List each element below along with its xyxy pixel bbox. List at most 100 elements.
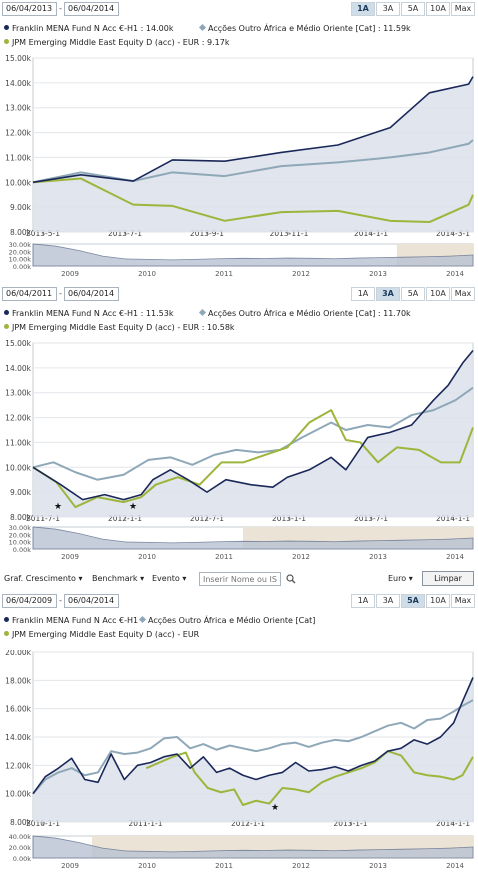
navigator-x-label: 2014 [446,270,464,278]
diamond-marker-icon [138,615,147,624]
currency-label: Euro [388,574,407,583]
navigator-area [32,526,474,550]
legend-item-franklin[interactable]: Franklin MENA Fund N Acc €-H1 [4,616,138,626]
legend-item-franklin[interactable]: Franklin MENA Fund N Acc €-H1 : 11.53k [4,309,173,319]
x-tick-label: 2014-1-1 [436,514,470,523]
x-tick-label: 2012-1-1 [108,514,142,523]
range-button-1a[interactable]: 1A [351,2,375,16]
navigator-y-label: 0.00k [13,546,31,554]
navigator-x-label: 2009 [61,270,79,278]
range-button-max[interactable]: Max [451,594,475,608]
start-date-input[interactable]: 06/04/2013 [2,2,57,16]
series-area-franklin [33,677,473,822]
chart-plot[interactable]: 8.00k 9.00k 10.00k 11.00k 12.00k 13.00k 14.00k… [0,337,478,571]
navigator-x-label: 2012 [292,553,310,561]
legend-item-jpm[interactable]: JPM Emerging Middle East Equity D (acc) … [4,38,229,48]
start-date-input[interactable]: 06/04/2009 [2,594,57,608]
navigator-y-label: 10.00k [9,256,32,264]
y-tick-label: 12.00k [5,414,31,423]
y-tick-label: 10.00k [5,790,31,799]
chart-plot[interactable]: 8.00k 10.00k 12.00k 14.00k 16.00k 18.00k 20.00… [0,650,478,880]
date-separator: - [59,4,62,13]
legend-item-category[interactable]: Acções Outro África e Médio Oriente [Cat… [198,23,411,34]
clear-button[interactable]: Limpar [422,571,474,586]
series-line-franklin [32,76,474,184]
navigator-x-label: 2010 [138,553,156,561]
series-line-franklin [32,677,474,795]
range-button-5a[interactable]: 5A [401,594,425,608]
series-line-franklin [32,349,474,501]
series-line-jpm [32,177,474,224]
navigator-y-label: 20.00k [9,248,32,256]
navigator-x-label: 2013 [369,270,387,278]
navigator-x-label: 2014 [446,553,464,561]
legend-item-category[interactable]: Acções Outro África e Médio Oriente [Cat… [138,615,315,626]
navigator-x-label: 2012 [292,270,310,278]
legend-item-category[interactable]: Acções Outro África e Médio Oriente [Cat… [198,308,411,319]
navigator-x-label: 2010 [138,862,156,870]
range-button-max[interactable]: Max [451,287,475,301]
event-dropdown[interactable]: Evento ▾ [152,574,186,583]
chart-panel-3y: 06/04/2011 - 06/04/2014 1A 3A 5A 10A Max… [0,285,478,571]
search-input[interactable] [199,572,281,586]
range-button-10a[interactable]: 10A [426,2,450,16]
chevron-down-icon: ▾ [140,574,145,583]
navigator-y-label: 30.00k [9,241,32,249]
x-tick-label: 2013-9-1 [190,229,224,238]
x-tick-label: 2013-7-1 [354,514,388,523]
range-button-3a[interactable]: 3A [376,594,400,608]
legend: Franklin MENA Fund N Acc €-H1 Acções Out… [0,615,478,642]
navigator-y-label: 20.00k [9,531,32,539]
navigator-area [32,835,474,859]
currency-dropdown[interactable]: Euro ▾ [388,574,413,583]
chart-plot[interactable]: 8.00k 9.00k 10.00k 11.00k 12.00k 13.00k 14.00k… [0,52,478,286]
range-button-3a[interactable]: 3A [376,287,400,301]
growth-chart-dropdown[interactable]: Graf. Crescimento ▾ [4,574,83,583]
series-line-jpm [32,409,474,509]
range-button-10a[interactable]: 10A [426,287,450,301]
x-tick-label: 2011-1-1 [128,819,162,828]
range-button-5a[interactable]: 5A [401,287,425,301]
legend-label: Franklin MENA Fund N Acc €-H1 : 11.53k [12,309,174,318]
growth-chart-label: Graf. Crescimento [4,574,76,583]
legend-item-jpm[interactable]: JPM Emerging Middle East Equity D (acc) … [4,323,235,333]
event-star-icon: ★ [129,502,137,512]
legend: Franklin MENA Fund N Acc €-H1 : 11.53k A… [0,308,478,335]
y-tick-label: 18.00k [5,676,31,685]
date-range-bar: 06/04/2009 - 06/04/2014 1A 3A 5A 10A Max [0,592,478,608]
range-button-5a[interactable]: 5A [401,2,425,16]
navigator-y-label: 20.00k [9,844,32,852]
end-date-input[interactable]: 06/04/2014 [64,594,119,608]
series-area-franklin [33,350,473,517]
navigator-x-label: 2014 [446,862,464,870]
end-date-input[interactable]: 06/04/2014 [64,287,119,301]
diamond-marker-icon [198,308,207,317]
series-line-jpm [145,750,474,806]
y-tick-label: 14.00k [5,733,31,742]
x-tick-label: 2013-1-1 [272,514,306,523]
y-tick-label: 8.00k [10,513,32,522]
x-tick-label: 2013-11-1 [270,229,309,238]
benchmark-dropdown[interactable]: Benchmark ▾ [92,574,144,583]
y-tick-label: 14.00k [5,79,31,88]
end-date-input[interactable]: 06/04/2014 [64,2,119,16]
legend-item-franklin[interactable]: Franklin MENA Fund N Acc €-H1 : 14.00k [4,24,173,34]
event-star-icon: ★ [271,803,279,813]
range-button-10a[interactable]: 10A [426,594,450,608]
range-button-1a[interactable]: 1A [351,594,375,608]
navigator-x-label: 2009 [61,553,79,561]
y-tick-label: 12.00k [5,761,31,770]
search-icon[interactable] [286,574,296,584]
x-tick-label: 2013-7-1 [108,229,142,238]
legend-item-jpm[interactable]: JPM Emerging Middle East Equity D (acc) … [4,630,199,640]
navigator-area [32,243,474,267]
chart-panel-5y: 06/04/2009 - 06/04/2014 1A 3A 5A 10A Max… [0,592,478,880]
start-date-input[interactable]: 06/04/2011 [2,287,57,301]
series-area-franklin [33,76,473,232]
range-button-1a[interactable]: 1A [351,287,375,301]
range-button-3a[interactable]: 3A [376,2,400,16]
range-button-max[interactable]: Max [451,2,475,16]
circle-marker-icon [4,324,9,329]
navigator-x-label: 2013 [369,862,387,870]
navigator-x-label: 2010 [138,270,156,278]
